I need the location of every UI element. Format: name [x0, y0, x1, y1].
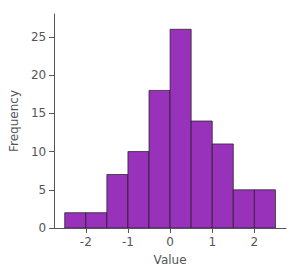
- svg-text:15: 15: [31, 106, 46, 120]
- svg-text:Frequency: Frequency: [7, 90, 21, 152]
- svg-text:2: 2: [251, 235, 259, 249]
- svg-text:Value: Value: [154, 253, 187, 267]
- svg-text:1: 1: [208, 235, 216, 249]
- svg-text:0: 0: [39, 221, 47, 235]
- svg-text:-1: -1: [122, 235, 134, 249]
- svg-text:20: 20: [31, 68, 46, 82]
- svg-text:0: 0: [166, 235, 174, 249]
- svg-text:10: 10: [31, 145, 46, 159]
- svg-text:25: 25: [31, 30, 46, 44]
- svg-text:5: 5: [39, 183, 47, 197]
- svg-text:-2: -2: [80, 235, 92, 249]
